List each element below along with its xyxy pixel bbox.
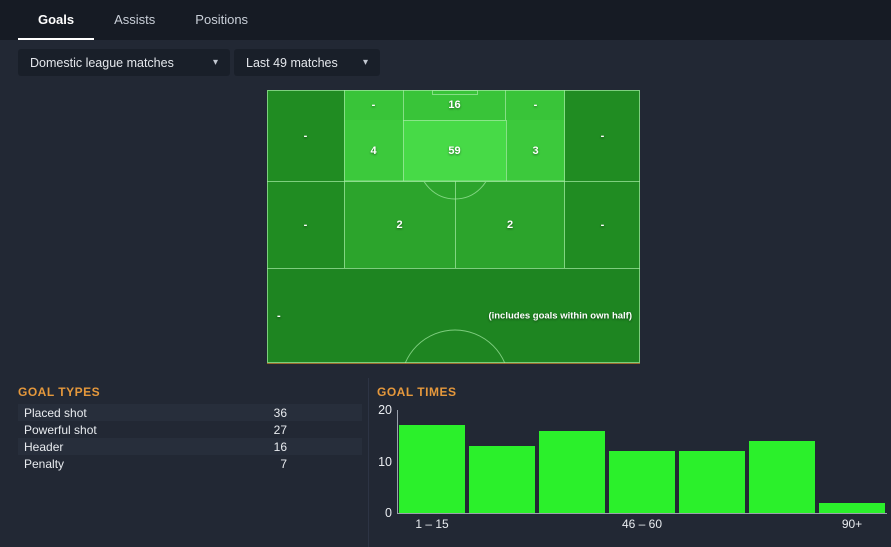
x-axis-tick-label: 1 – 15 xyxy=(415,517,449,531)
table-row: Penalty 7 xyxy=(18,455,362,472)
zone-value: - xyxy=(303,218,308,231)
goal-locations-pitch: - - - 16 - 4 59 3 - 2 2 - - (includes go… xyxy=(267,90,640,364)
zone-penalty-box-left: 4 xyxy=(344,120,403,181)
goal-type-value: 27 xyxy=(273,422,287,437)
table-row: Header 16 xyxy=(18,438,362,455)
goal-times-chart: 1 – 15 46 – 60 90+ xyxy=(397,410,887,531)
tab-positions-label: Positions xyxy=(195,11,249,27)
goal-type-value: 7 xyxy=(280,456,287,471)
goal-times-bar xyxy=(749,440,815,513)
bar-slot: 90+ xyxy=(819,410,885,531)
matches-filter-value: Last 49 matches xyxy=(246,55,338,70)
x-axis-tick-label: 46 – 60 xyxy=(621,517,663,531)
zone-value: - xyxy=(600,129,605,142)
zone-value: 16 xyxy=(448,99,461,111)
goal-times-bar xyxy=(539,430,605,513)
zone-value: 2 xyxy=(506,218,514,231)
zone-value: - xyxy=(600,218,605,231)
goal-times-bar xyxy=(609,451,675,513)
goal-types-header: GOAL TYPES xyxy=(18,385,101,399)
bar-slot xyxy=(469,410,535,513)
zone-value: 4 xyxy=(370,144,377,157)
zone-six-yard-right: - xyxy=(506,90,565,120)
goal-times-bar xyxy=(819,502,885,513)
table-row: Placed shot 36 xyxy=(18,404,362,421)
goal-times-bar xyxy=(679,451,745,513)
tab-assists[interactable]: Assists xyxy=(94,0,175,40)
zone-value: 3 xyxy=(532,144,539,157)
zone-value: - xyxy=(277,309,281,322)
zone-wide-right: - xyxy=(565,90,640,181)
tab-goals-label: Goals xyxy=(38,11,75,27)
zone-wide-left: - xyxy=(267,90,344,181)
panel-divider xyxy=(368,378,369,547)
zone-own-half: - (includes goals within own half) xyxy=(267,268,640,363)
zone-mid-far-left: - xyxy=(267,181,344,268)
table-row: Powerful shot 27 xyxy=(18,421,362,438)
bar-slot xyxy=(679,410,745,513)
matches-filter-dropdown[interactable]: Last 49 matches ▾ xyxy=(234,49,380,76)
goal-times-bar xyxy=(469,446,535,513)
competition-filter-value: Domestic league matches xyxy=(30,55,174,70)
chevron-down-icon: ▾ xyxy=(212,57,218,68)
zone-value: - xyxy=(371,99,376,111)
top-tab-bar: Goals Assists Positions xyxy=(0,0,891,40)
tab-goals[interactable]: Goals xyxy=(18,0,95,40)
zone-value: 59 xyxy=(448,144,461,157)
y-axis-tick-label: 10 xyxy=(378,455,392,469)
zone-mid-far-right: - xyxy=(565,181,640,268)
zone-penalty-box-center: 59 xyxy=(403,120,506,181)
zone-value: - xyxy=(303,129,308,142)
bar-slot: 46 – 60 xyxy=(609,410,675,531)
competition-filter-dropdown[interactable]: Domestic league matches ▾ xyxy=(18,49,230,76)
own-half-note: (includes goals within own half) xyxy=(488,310,632,321)
goal-type-label: Powerful shot xyxy=(24,422,97,437)
x-axis-tick-label: 90+ xyxy=(841,517,863,531)
goal-times-header: GOAL TIMES xyxy=(377,385,457,399)
zone-penalty-box-right: 3 xyxy=(506,120,565,181)
zone-mid-right: 2 xyxy=(455,181,565,268)
bar-slot xyxy=(749,410,815,513)
goal-type-value: 16 xyxy=(273,439,287,454)
goal-type-label: Penalty xyxy=(24,456,65,471)
bar-slot xyxy=(539,410,605,513)
goal-times-bar xyxy=(399,425,465,513)
chevron-down-icon: ▾ xyxy=(362,57,368,68)
bar-slot: 1 – 15 xyxy=(399,410,465,531)
zone-six-yard-left: - xyxy=(344,90,403,120)
goal-type-value: 36 xyxy=(273,405,287,420)
goal-type-label: Header xyxy=(24,439,64,454)
tab-assists-label: Assists xyxy=(114,11,156,27)
y-axis-tick-label: 0 xyxy=(385,506,392,520)
y-axis-tick-label: 20 xyxy=(378,403,392,417)
zone-value: - xyxy=(533,99,538,111)
zone-value: 2 xyxy=(396,218,403,231)
zone-mid-left: 2 xyxy=(344,181,455,268)
zone-six-yard-center: 16 xyxy=(403,90,506,120)
bars-container: 1 – 15 46 – 60 90+ xyxy=(399,410,885,531)
goal-type-label: Placed shot xyxy=(24,405,87,420)
goal-types-table: Placed shot 36 Powerful shot 27 Header 1… xyxy=(18,404,362,472)
tab-positions[interactable]: Positions xyxy=(175,0,268,40)
